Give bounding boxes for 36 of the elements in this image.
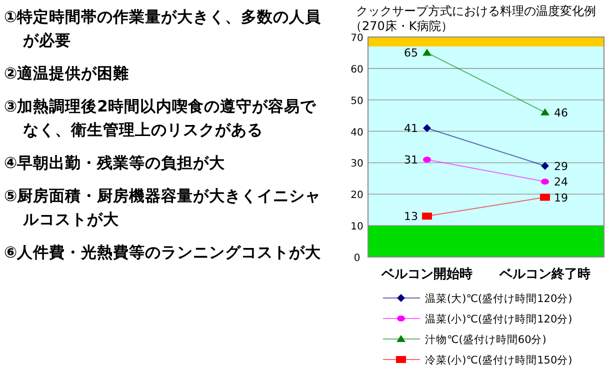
- text: ③加熱調理後2時間以内喫食の遵守が容易でなく、衛生管理上のリスクがある: [4, 96, 317, 139]
- point: [541, 162, 549, 170]
- y-tick-label: 30: [350, 158, 364, 170]
- y-tick-label: 40: [350, 127, 364, 138]
- text: ⑥人件費・光熱費等のランニングコストが大: [4, 244, 322, 262]
- data-label: 24: [554, 176, 568, 189]
- text: ④早朝出勤・残業等の負担が大: [4, 154, 226, 172]
- data-label: 46: [554, 106, 568, 120]
- text: ①特定時間帯の作業量が大きく、多数の人員が必要: [4, 8, 322, 50]
- point: [423, 156, 431, 163]
- text: ⑤厨房面積・厨房機器容量が大きくイニシャルコストが大: [4, 186, 322, 228]
- x-tick-label: ベルコン終了時: [498, 267, 590, 282]
- chart-title: クックサーブ方式における料理の温度変化例: [356, 4, 596, 18]
- y-tick-label: 60: [350, 64, 364, 76]
- data-label: 13: [404, 210, 418, 224]
- legend-label: 冷菜(小)℃(盛付け時間150分): [425, 354, 572, 366]
- point: [541, 178, 549, 185]
- data-label: 19: [554, 191, 568, 204]
- data-label: 29: [554, 160, 568, 173]
- data-label: 41: [404, 122, 418, 136]
- point: [540, 194, 550, 201]
- legend-label: 汁物℃(盛付け時間60分): [425, 333, 546, 346]
- text: ②適温提供が困難: [4, 64, 130, 82]
- data-label: 65: [404, 46, 418, 60]
- x-tick-label: ベルコン開始時: [380, 267, 472, 282]
- point: [422, 212, 432, 220]
- legend-label: 温菜(大)℃(盛付け時間120分): [425, 292, 572, 305]
- y-tick-label: 0: [354, 253, 360, 264]
- y-tick-label: 70: [350, 33, 364, 44]
- chart-subtitle: （270床・K病院）: [350, 19, 453, 33]
- data-label: 31: [404, 154, 418, 167]
- y-tick-label: 50: [350, 96, 364, 107]
- legend-label: 温菜(小)℃(盛付け時間120分): [425, 312, 572, 326]
- point: [423, 124, 431, 132]
- y-tick-label: 20: [350, 190, 364, 202]
- y-tick-label: 10: [350, 222, 364, 233]
